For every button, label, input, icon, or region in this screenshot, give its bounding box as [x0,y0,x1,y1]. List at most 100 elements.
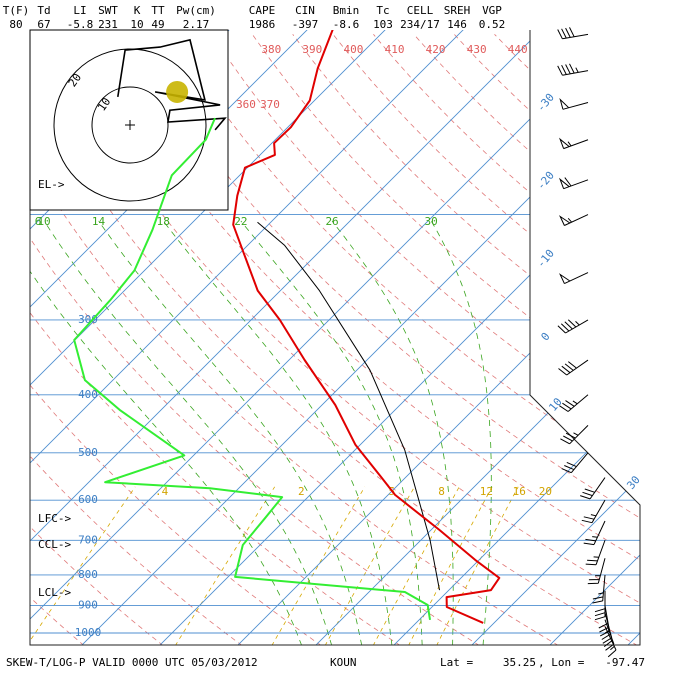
dry-adiabat [50,34,640,645]
wind-barb [592,574,606,604]
index-value: 67 [37,18,50,31]
wind-barb [559,272,589,285]
isotherm [30,30,629,645]
wind-barb [604,626,617,658]
storm-motion [166,80,189,103]
index-value: 103 [373,18,393,31]
moist-adiabat-label: 10 [37,215,50,228]
hodograph-ring-label: 10 [95,95,113,113]
index-value: 10 [130,18,143,31]
moist-adiabat-label: 30 [425,215,438,228]
wind-barb [603,619,615,651]
level-label: CCL-> [38,538,71,551]
dry-adiabat-label: 370 [260,98,280,111]
index-value: -5.8 [67,18,94,31]
dry-adiabat-label: 360 [236,98,256,111]
hodograph: 10 20 [53,38,227,202]
wind-barb [585,540,606,566]
level-label: LCL-> [38,586,71,599]
profiles [73,30,501,624]
index-value: 1986 [249,18,276,31]
moist-adiabat [43,220,333,645]
index-label: Td [37,4,50,17]
wind-barb [559,394,589,412]
index-value: -397 [292,18,319,31]
moist-adiabat [30,220,303,645]
wind-barb [601,612,613,644]
footer: SKEW-T/LOG-P VALID 0000 UTC 05/03/2012 K… [6,656,645,669]
isobar-label: 900 [78,599,98,612]
isotherm [390,30,640,645]
mixing-ratio-line [271,486,366,645]
wind-barb [557,27,589,40]
moist-adiabat [331,220,454,645]
mixing-ratio-line [408,486,493,645]
hodograph-trace [117,38,227,131]
isobar-label: 600 [78,493,98,506]
wind-barb [581,499,606,524]
dry-adiabat [90,34,640,645]
isotherm [30,30,473,645]
index-label: T(F) [3,4,30,17]
index-label: LI [73,4,86,17]
index-label: SREH [444,4,471,17]
hodograph-inset: 10 20 [29,29,229,211]
index-value: 231 [98,18,118,31]
wind-barb [557,319,589,334]
index-label: CELL [407,4,434,17]
moist-adiabat [98,220,363,645]
moist-adiabat-label: 14 [92,215,106,228]
wind-barb [594,590,606,621]
mixing-ratio-line [30,486,136,645]
moist-adiabat-label: 26 [325,215,338,228]
level-labels: EL-> LFC-> CCL-> LCL-> [38,178,71,599]
wind-barb [557,63,589,76]
wind-barbs [557,27,617,658]
index-value: 80 [9,18,22,31]
index-value: 2.17 [183,18,210,31]
index-value: 49 [151,18,164,31]
wind-barb [561,452,589,474]
index-label: CAPE [249,4,276,17]
index-label: Bmin [333,4,360,17]
mixing-ratio-label: 2 [298,485,305,498]
wind-barb [559,97,589,110]
wind-barb [560,425,589,445]
isobar-label: 500 [78,446,98,459]
level-label: LFC-> [38,512,71,525]
footer-lon: -97.47 [605,656,645,669]
index-label: K [134,4,141,17]
mixing-ratio-line [436,486,519,645]
index-label: Tc [376,4,389,17]
index-value: -8.6 [333,18,360,31]
isobar-label: 800 [78,568,98,581]
footer-lon-label: , Lon = [538,656,585,669]
isobar-label: 300 [78,313,98,326]
moist-adiabat-label: 18 [157,215,170,228]
moist-adiabat-label: 6 [35,215,42,228]
moist-adiabat [162,220,393,645]
dry-adiabat [30,34,322,645]
index-label: Pw(cm) [176,4,216,17]
index-label: VGP [482,4,502,17]
wind-barb [583,520,606,546]
level-label: EL-> [38,178,65,191]
index-value: 0.52 [479,18,506,31]
dry-adiabat [211,34,640,645]
dry-adiabat [30,34,480,645]
dry-adiabat-label: 410 [385,43,405,56]
hodograph-ring-label: 20 [66,71,84,89]
isobar-label: 700 [78,533,98,546]
dry-adiabat [30,34,559,645]
index-value: 146 [447,18,467,31]
hodograph-center [125,120,135,130]
footer-lat-label: Lat = [440,656,473,669]
dry-adiabat-label: 390 [302,43,322,56]
parcel-trace [257,221,440,591]
isobar-label: 1000 [75,626,102,639]
index-value: 234/17 [400,18,440,31]
dry-adiabat [30,34,401,645]
mixing-ratio-label: 12 [480,485,493,498]
